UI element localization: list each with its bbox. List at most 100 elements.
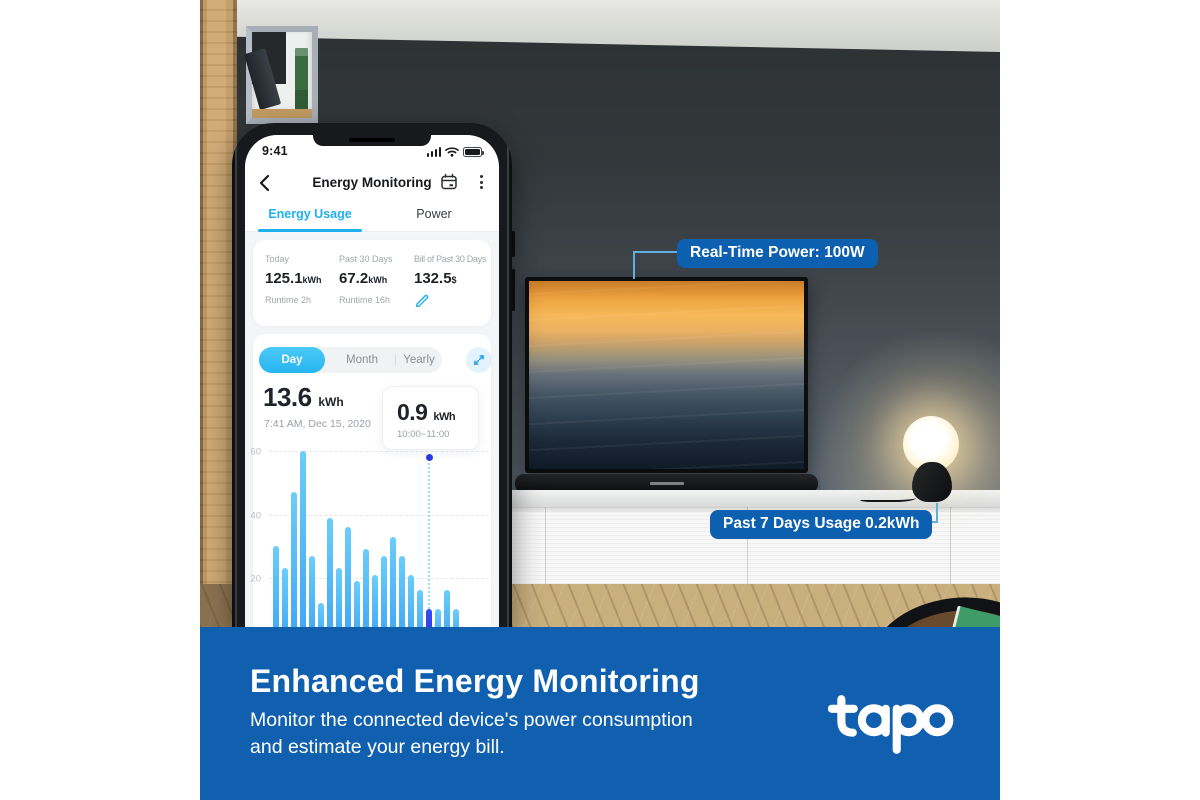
wood-panel	[200, 0, 237, 628]
range-day-button[interactable]: Day	[259, 347, 325, 373]
ceiling	[200, 0, 1000, 52]
app-header: Energy Monitoring	[245, 168, 499, 198]
living-room-photo	[200, 0, 1000, 628]
tapo-logo	[827, 689, 954, 766]
chart-tooltip: 0.9 kWh 10:00~11:00	[382, 386, 479, 450]
callout-line	[633, 251, 635, 279]
bar[interactable]	[345, 527, 351, 628]
bar[interactable]	[435, 609, 441, 628]
y-axis-tick: 40	[250, 510, 261, 522]
callout-line	[633, 251, 678, 253]
bar[interactable]	[336, 568, 342, 628]
bar[interactable]	[408, 574, 414, 628]
lamp-base	[912, 462, 952, 502]
bar[interactable]	[273, 546, 279, 628]
stat-label: Bill of Past 30 Days	[414, 254, 487, 264]
bar[interactable]	[318, 603, 324, 628]
shelf-ledge	[252, 109, 312, 118]
status-bar: 9:41	[245, 144, 499, 158]
tab-power[interactable]: Power	[416, 207, 452, 221]
expand-icon	[474, 355, 484, 365]
callout-line	[936, 503, 938, 523]
stat-value: 67.2	[339, 270, 369, 287]
battery-icon	[463, 147, 484, 157]
tv	[525, 277, 808, 473]
green-book	[295, 48, 308, 110]
bar[interactable]	[363, 549, 369, 628]
power-button	[512, 269, 515, 311]
bar[interactable]	[417, 590, 423, 628]
bar[interactable]	[453, 609, 459, 628]
bar-selected[interactable]	[426, 609, 432, 628]
edit-bill-button[interactable]	[414, 291, 486, 310]
y-axis-tick: 60	[250, 446, 261, 458]
bar[interactable]	[309, 555, 315, 628]
cellular-signal-icon	[426, 146, 441, 157]
bar-chart-plot: 20 40 60	[250, 447, 489, 628]
expand-chart-button[interactable]	[466, 347, 492, 373]
banner-subtitle-line1: Monitor the connected device's power con…	[250, 709, 693, 731]
soundbar	[515, 474, 818, 493]
range-segmented-control: Day Month Yearly	[258, 347, 442, 373]
lamp-cord	[860, 492, 916, 502]
selection-marker-dot	[425, 454, 433, 461]
drawer-divider	[545, 507, 546, 585]
tooltip-time-range: 10:00~11:00	[397, 429, 450, 440]
tab-energy-usage[interactable]: Energy Usage	[268, 207, 352, 221]
banner-subtitle: Monitor the connected device's power con…	[250, 707, 693, 761]
bar[interactable]	[372, 574, 378, 628]
gridline: 60	[250, 447, 489, 458]
range-month-button[interactable]: Month	[346, 354, 378, 366]
total-unit: kWh	[318, 395, 344, 409]
bar[interactable]	[291, 492, 297, 628]
stat-bill: Bill of Past 30 Days 132.5$	[414, 254, 486, 310]
range-yearly-button[interactable]: Yearly	[403, 354, 435, 366]
stat-unit: $	[451, 275, 457, 285]
active-tab-underline	[258, 229, 362, 232]
bar[interactable]	[390, 536, 396, 628]
total-number: 13.6	[263, 382, 312, 412]
stat-unit: kWh	[368, 275, 388, 285]
bottom-banner: Enhanced Energy Monitoring Monitor the c…	[200, 627, 1000, 800]
tooltip-value: 0.9	[397, 399, 428, 425]
y-axis-tick: 20	[250, 573, 261, 585]
stat-value: 132.5	[414, 270, 452, 287]
bar[interactable]	[282, 568, 288, 628]
pencil-icon	[415, 294, 429, 308]
status-time: 9:41	[262, 144, 288, 158]
tab-bar: Energy Usage Power	[245, 201, 499, 232]
bar[interactable]	[399, 555, 405, 628]
page-title: Energy Monitoring	[312, 175, 432, 190]
bar[interactable]	[444, 590, 450, 628]
banner-subtitle-line2: and estimate your energy bill.	[250, 736, 505, 758]
stat-sub: Runtime 2h	[265, 295, 312, 305]
drawer-divider	[747, 507, 748, 585]
energy-stats-card: Today 125.1kWh Runtime 2h Past 30 Days 6…	[253, 240, 491, 326]
callout-past7days-usage: Past 7 Days Usage 0.2kWh	[710, 510, 933, 539]
selection-marker-line	[428, 463, 430, 610]
total-usage-timestamp: 7:41 AM, Dec 15, 2020	[264, 418, 371, 430]
more-menu-icon[interactable]	[480, 175, 483, 189]
phone-screen: 9:41 Energy Monitoring	[245, 135, 499, 628]
segment-divider	[395, 354, 396, 366]
volume-button	[512, 231, 515, 257]
calendar-icon[interactable]	[440, 173, 458, 194]
tooltip-unit: kWh	[433, 411, 456, 423]
usage-chart-card: Day Month Yearly 13.6 kWh 7:41 AM, Dec 1…	[250, 334, 492, 628]
bar[interactable]	[300, 451, 306, 628]
total-usage-value: 13.6 kWh	[263, 382, 344, 413]
stat-label: Past 30 Days	[339, 254, 393, 264]
stat-unit: kWh	[302, 275, 322, 285]
back-button[interactable]	[259, 174, 270, 195]
callout-realtime-power: Real-Time Power: 100W	[677, 239, 878, 268]
gridline: 40	[250, 510, 489, 521]
bar[interactable]	[327, 517, 333, 628]
stat-today: Today 125.1kWh Runtime 2h	[265, 254, 322, 305]
bar[interactable]	[381, 555, 387, 628]
gridline: 20	[250, 573, 489, 584]
stat-sub: Runtime 16h	[339, 295, 391, 305]
stat-label: Today	[265, 254, 290, 264]
stat-value: 125.1	[265, 270, 303, 287]
bar[interactable]	[354, 580, 360, 628]
